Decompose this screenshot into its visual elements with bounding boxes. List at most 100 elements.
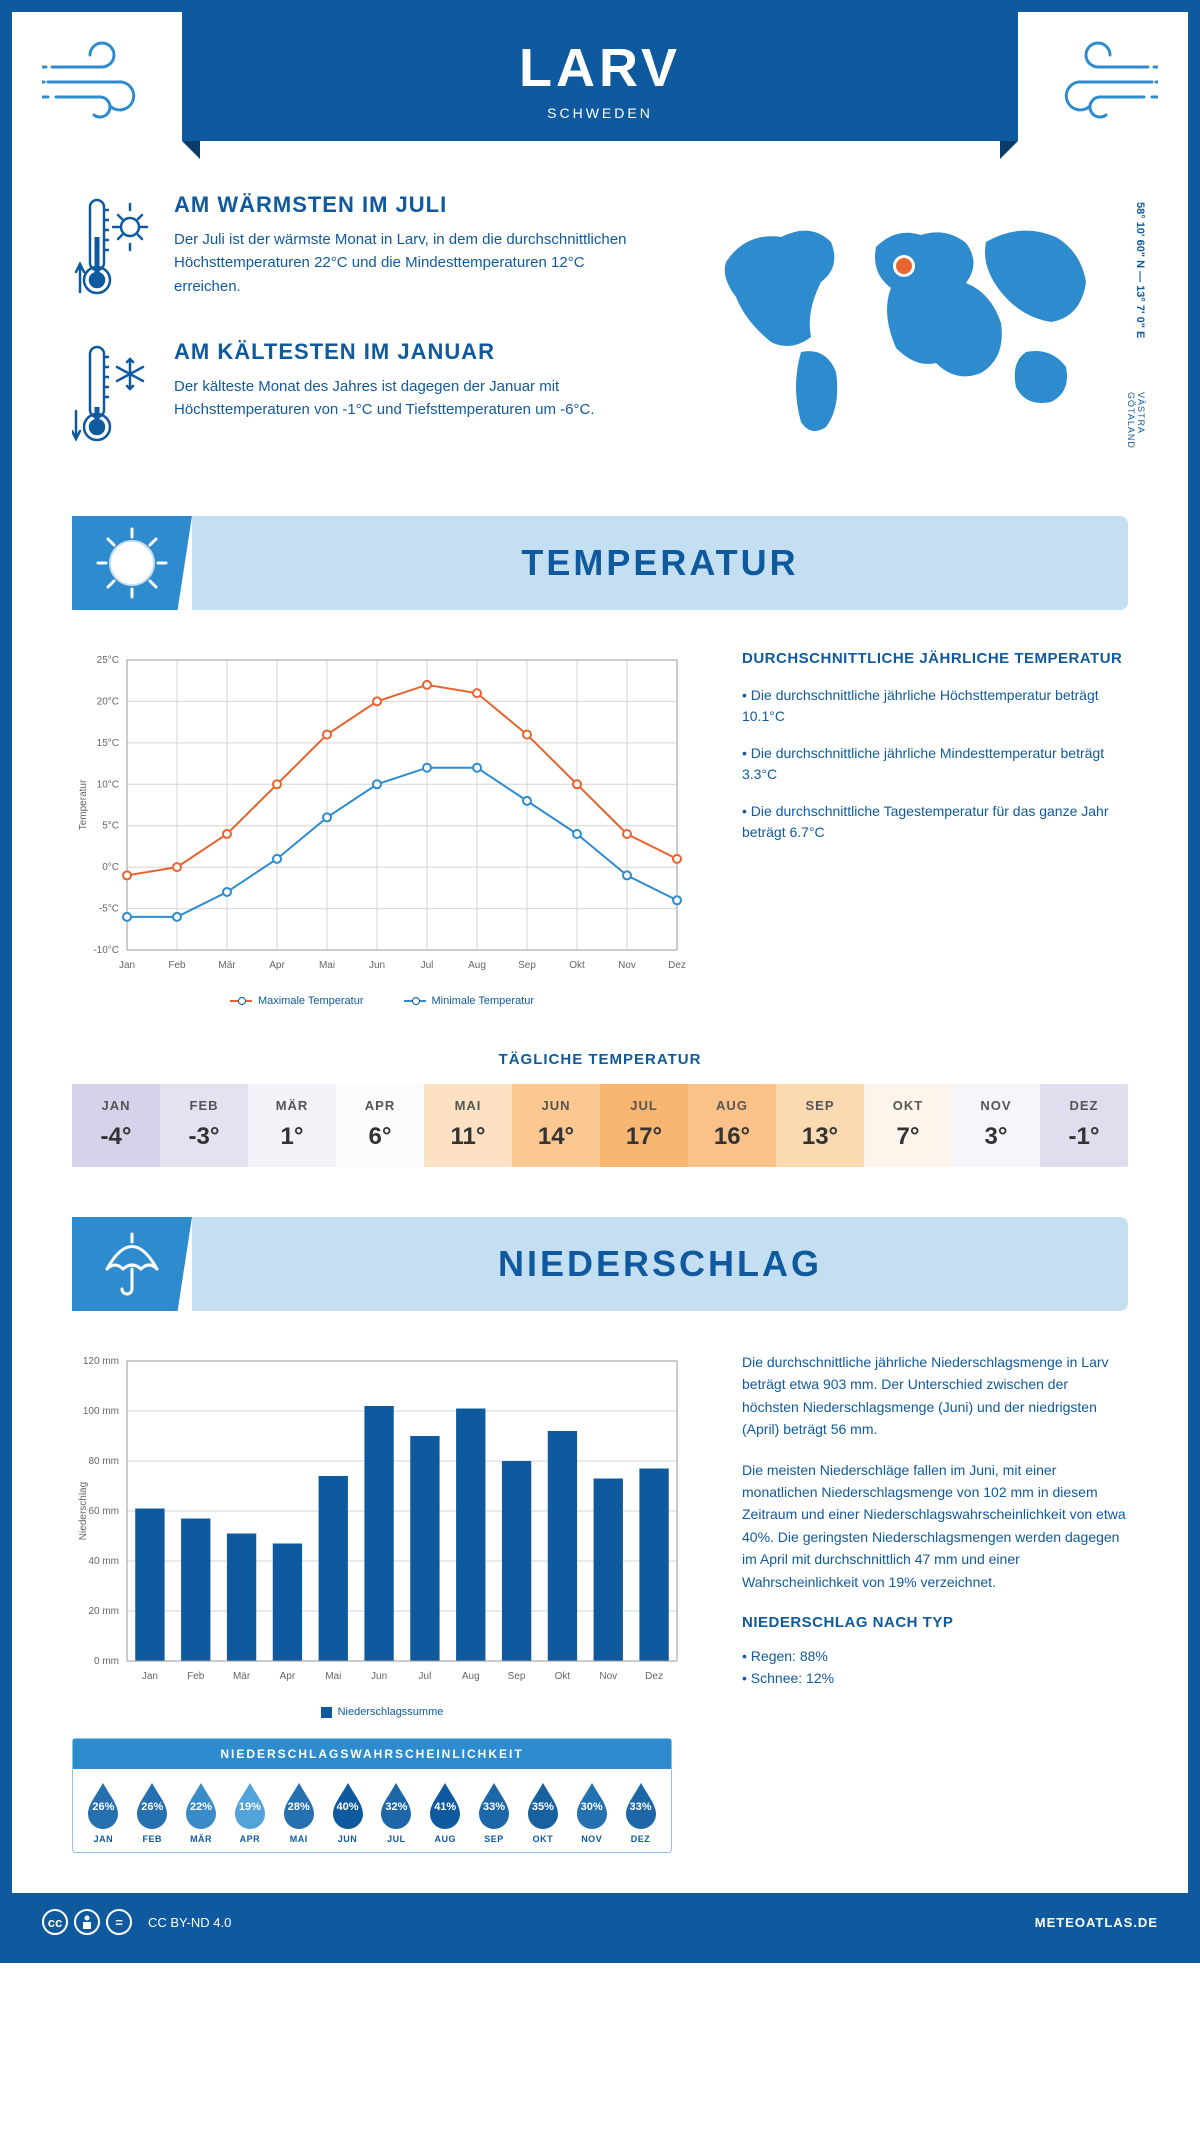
annual-stat-3: Die durchschnittliche Tagestemperatur fü…	[742, 801, 1128, 843]
svg-text:Dez: Dez	[668, 960, 686, 971]
svg-text:Mär: Mär	[233, 1671, 251, 1682]
precip-p2: Die meisten Niederschläge fallen im Juni…	[742, 1459, 1128, 1593]
cc-icon: cc	[42, 1909, 68, 1935]
fact-warm-title: AM WÄRMSTEN IM JULI	[174, 192, 646, 218]
precip-type-2: • Schnee: 12%	[742, 1667, 1128, 1689]
svg-text:5°C: 5°C	[102, 821, 119, 832]
prob-row: 26%JAN26%FEB22%MÄR19%APR28%MAI40%JUN32%J…	[73, 1769, 671, 1852]
fact-cold-title: AM KÄLTESTEN IM JANUAR	[174, 339, 646, 365]
temperature-line-chart: -10°C-5°C0°C5°C10°C15°C20°C25°CJanFebMär…	[72, 650, 692, 1007]
prob-cell: 32%JUL	[372, 1781, 421, 1844]
precip-type-1: • Regen: 88%	[742, 1645, 1128, 1667]
section-title-precip: NIEDERSCHLAG	[498, 1243, 822, 1285]
daily-cell: JAN-4°	[72, 1084, 160, 1167]
wind-icon-left	[12, 12, 182, 152]
prob-cell: 30%NOV	[567, 1781, 616, 1844]
svg-text:Apr: Apr	[269, 960, 285, 971]
coordinates-label: 58° 10' 60" N — 13° 7' 0" E	[1134, 202, 1146, 338]
precipitation-body: 0 mm20 mm40 mm60 mm80 mm100 mm120 mmJanF…	[12, 1311, 1188, 1728]
sun-icon	[72, 516, 192, 610]
svg-text:Jun: Jun	[371, 1671, 387, 1682]
temperature-stats: DURCHSCHNITTLICHE JÄHRLICHE TEMPERATUR D…	[742, 650, 1128, 1007]
thermometer-hot-icon	[72, 192, 152, 307]
legend-precip: Niederschlagssumme	[338, 1706, 444, 1718]
facts-column: AM WÄRMSTEN IM JULI Der Juli ist der wär…	[72, 192, 646, 486]
footer: cc = CC BY-ND 4.0 METEOATLAS.DE	[12, 1893, 1188, 1951]
section-bar-precip: NIEDERSCHLAG	[72, 1217, 1128, 1311]
prob-cell: 41%AUG	[421, 1781, 470, 1844]
world-map-icon	[686, 192, 1126, 452]
daily-cell: JUN14°	[512, 1084, 600, 1167]
svg-text:Jul: Jul	[419, 1671, 432, 1682]
daily-cell: DEZ-1°	[1040, 1084, 1128, 1167]
temp-legend: Maximale Temperatur Minimale Temperatur	[72, 995, 692, 1007]
temperature-body: -10°C-5°C0°C5°C10°C15°C20°C25°CJanFebMär…	[12, 610, 1188, 1027]
svg-text:Apr: Apr	[280, 1671, 296, 1682]
section-bar-temp: TEMPERATUR	[72, 516, 1128, 610]
svg-text:0 mm: 0 mm	[94, 1656, 119, 1667]
svg-text:100 mm: 100 mm	[83, 1406, 119, 1417]
precip-legend: Niederschlagssumme	[72, 1706, 692, 1718]
page-container: LARV SCHWEDEN	[0, 0, 1200, 1963]
svg-text:10°C: 10°C	[97, 779, 119, 790]
svg-text:Mär: Mär	[218, 960, 236, 971]
prob-cell: 26%JAN	[79, 1781, 128, 1844]
svg-text:Aug: Aug	[462, 1671, 480, 1682]
daily-cell: AUG16°	[688, 1084, 776, 1167]
svg-text:25°C: 25°C	[97, 655, 119, 666]
svg-text:Okt: Okt	[569, 960, 585, 971]
umbrella-icon	[72, 1217, 192, 1311]
svg-text:Okt: Okt	[555, 1671, 571, 1682]
prob-cell: 33%SEP	[470, 1781, 519, 1844]
svg-text:15°C: 15°C	[97, 738, 119, 749]
svg-text:40 mm: 40 mm	[88, 1556, 119, 1567]
fact-warm-text: Der Juli ist der wärmste Monat in Larv, …	[174, 228, 646, 298]
svg-text:Mai: Mai	[325, 1671, 341, 1682]
legend-min: Minimale Temperatur	[432, 995, 535, 1007]
world-map-box: 58° 10' 60" N — 13° 7' 0" E VÄSTRA GÖTAL…	[686, 192, 1128, 486]
precip-p1: Die durchschnittliche jährliche Niedersc…	[742, 1351, 1128, 1441]
svg-text:-5°C: -5°C	[99, 904, 119, 915]
daily-temp-strip: JAN-4°FEB-3°MÄR1°APR6°MAI11°JUN14°JUL17°…	[72, 1084, 1128, 1167]
daily-cell: APR6°	[336, 1084, 424, 1167]
precipitation-bar-chart: 0 mm20 mm40 mm60 mm80 mm100 mm120 mmJanF…	[72, 1351, 692, 1718]
thermometer-cold-icon	[72, 339, 152, 454]
daily-temp-title: TÄGLICHE TEMPERATUR	[12, 1051, 1188, 1068]
license-text: CC BY-ND 4.0	[148, 1915, 231, 1930]
prob-header: NIEDERSCHLAGSWAHRSCHEINLICHKEIT	[73, 1739, 671, 1769]
svg-text:Dez: Dez	[645, 1671, 663, 1682]
prob-cell: 22%MÄR	[177, 1781, 226, 1844]
fact-warmest: AM WÄRMSTEN IM JULI Der Juli ist der wär…	[72, 192, 646, 307]
svg-text:Nov: Nov	[618, 960, 636, 971]
svg-text:Nov: Nov	[599, 1671, 617, 1682]
svg-text:0°C: 0°C	[102, 862, 119, 873]
prob-cell: 40%JUN	[323, 1781, 372, 1844]
annual-stat-2: Die durchschnittliche jährliche Mindestt…	[742, 743, 1128, 785]
svg-text:Feb: Feb	[168, 960, 186, 971]
license-block: cc = CC BY-ND 4.0	[42, 1909, 231, 1935]
by-icon	[74, 1909, 100, 1935]
site-name: METEOATLAS.DE	[1035, 1915, 1158, 1930]
svg-text:-10°C: -10°C	[93, 945, 119, 956]
svg-text:Jan: Jan	[119, 960, 135, 971]
annual-stat-1: Die durchschnittliche jährliche Höchstte…	[742, 685, 1128, 727]
fact-coldest: AM KÄLTESTEN IM JANUAR Der kälteste Mona…	[72, 339, 646, 454]
precip-type-title: NIEDERSCHLAG NACH TYP	[742, 1611, 1128, 1635]
wind-icon-right	[1018, 12, 1188, 152]
svg-text:Jan: Jan	[142, 1671, 158, 1682]
daily-cell: JUL17°	[600, 1084, 688, 1167]
daily-cell: NOV3°	[952, 1084, 1040, 1167]
svg-text:Feb: Feb	[187, 1671, 205, 1682]
daily-cell: MAI11°	[424, 1084, 512, 1167]
svg-text:Jun: Jun	[369, 960, 385, 971]
country-name: SCHWEDEN	[182, 105, 1018, 121]
svg-text:Sep: Sep	[518, 960, 536, 971]
legend-max: Maximale Temperatur	[258, 995, 364, 1007]
title-banner: LARV SCHWEDEN	[182, 12, 1018, 141]
svg-text:Jul: Jul	[421, 960, 434, 971]
precipitation-text: Die durchschnittliche jährliche Niedersc…	[742, 1351, 1128, 1718]
svg-text:Sep: Sep	[508, 1671, 526, 1682]
intro-section: AM WÄRMSTEN IM JULI Der Juli ist der wär…	[12, 152, 1188, 516]
svg-text:Mai: Mai	[319, 960, 335, 971]
svg-text:Aug: Aug	[468, 960, 486, 971]
